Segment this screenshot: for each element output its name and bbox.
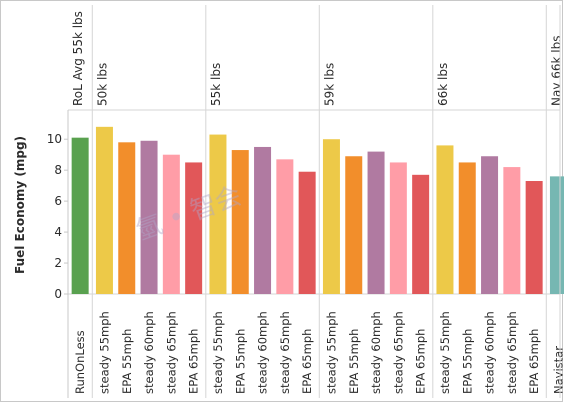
bar	[345, 156, 363, 294]
category-label: EPA 55mph	[233, 329, 247, 394]
bar	[322, 139, 340, 294]
bar	[71, 137, 89, 294]
panel-header: 66k lbs	[436, 63, 450, 106]
y-tick-label: 4	[54, 225, 62, 239]
category-label: steady 65mph	[278, 311, 292, 394]
category-label: EPA 65mph	[414, 329, 428, 394]
category-label: Navistar	[551, 346, 564, 394]
bar	[209, 134, 227, 294]
bar	[185, 162, 203, 294]
category-label: steady 60mph	[142, 311, 156, 394]
bar	[276, 159, 294, 294]
y-axis: 0 2 4 6 8 10	[47, 110, 69, 398]
category-label: steady 55mph	[324, 311, 338, 394]
category-label: steady 55mph	[438, 311, 452, 394]
panel-2: 50k lbs steady 55mph EPA 55mph steady 60mph…	[91, 5, 203, 398]
y-tick-label: 0	[54, 287, 62, 301]
y-tick-label: 8	[54, 163, 62, 177]
y-axis-label: Fuel Economy (mpg)	[13, 136, 27, 274]
category-label: steady 65mph	[164, 311, 178, 394]
bar	[436, 145, 454, 294]
panel-5: 66k lbs steady 55mph EPA 55mph steady 60mph…	[432, 5, 543, 398]
bar	[389, 162, 407, 294]
panel-header: RoL Avg 55k lbs	[71, 11, 85, 106]
y-tick-label: 10	[47, 132, 62, 146]
category-label: steady 60mph	[369, 311, 383, 394]
category-label: EPA 65mph	[187, 329, 201, 394]
bar	[231, 150, 249, 294]
panel-4: 59k lbs steady 55mph EPA 55mph steady 60mph…	[318, 5, 430, 398]
category-label: steady 65mph	[505, 311, 519, 394]
bar	[118, 142, 136, 294]
panel-header: Nav 66k lbs	[549, 36, 563, 106]
bar	[458, 162, 476, 294]
bar	[162, 154, 180, 294]
bar	[525, 181, 543, 294]
bar	[412, 174, 430, 294]
category-label: EPA 65mph	[300, 329, 314, 394]
bar	[503, 167, 521, 294]
category-label: EPA 55mph	[460, 329, 474, 394]
bar	[140, 140, 158, 294]
panel-header: 55k lbs	[209, 63, 223, 106]
bar	[481, 156, 499, 294]
y-tick-label: 6	[54, 194, 62, 208]
panel-1: RoL Avg 55k lbs RunOnLess	[71, 11, 89, 394]
category-label: EPA 65mph	[527, 329, 541, 394]
bar	[367, 151, 385, 294]
category-label: EPA 55mph	[120, 329, 134, 394]
panel-header: 50k lbs	[95, 63, 109, 106]
bar	[549, 176, 564, 294]
bar	[95, 126, 113, 295]
category-label: steady 60mph	[483, 311, 497, 394]
panel-3: 55k lbs steady 55mph EPA 55mph steady 60mph…	[205, 5, 316, 398]
y-tick-label: 2	[54, 256, 62, 270]
category-label: RunOnLess	[73, 330, 87, 394]
category-label: steady 55mph	[97, 311, 111, 394]
bar	[254, 146, 272, 294]
panel-6: Nav 66k lbs Navistar	[545, 5, 564, 398]
panels-layer: RoL Avg 55k lbs RunOnLess 50k lbs steady 55…	[68, 5, 564, 398]
bar	[298, 171, 316, 294]
category-label: steady 65mph	[391, 311, 405, 394]
category-label: steady 60mph	[256, 311, 270, 394]
category-label: EPA 55mph	[347, 329, 361, 394]
category-label: steady 55mph	[211, 311, 225, 394]
panel-header: 59k lbs	[322, 63, 336, 106]
